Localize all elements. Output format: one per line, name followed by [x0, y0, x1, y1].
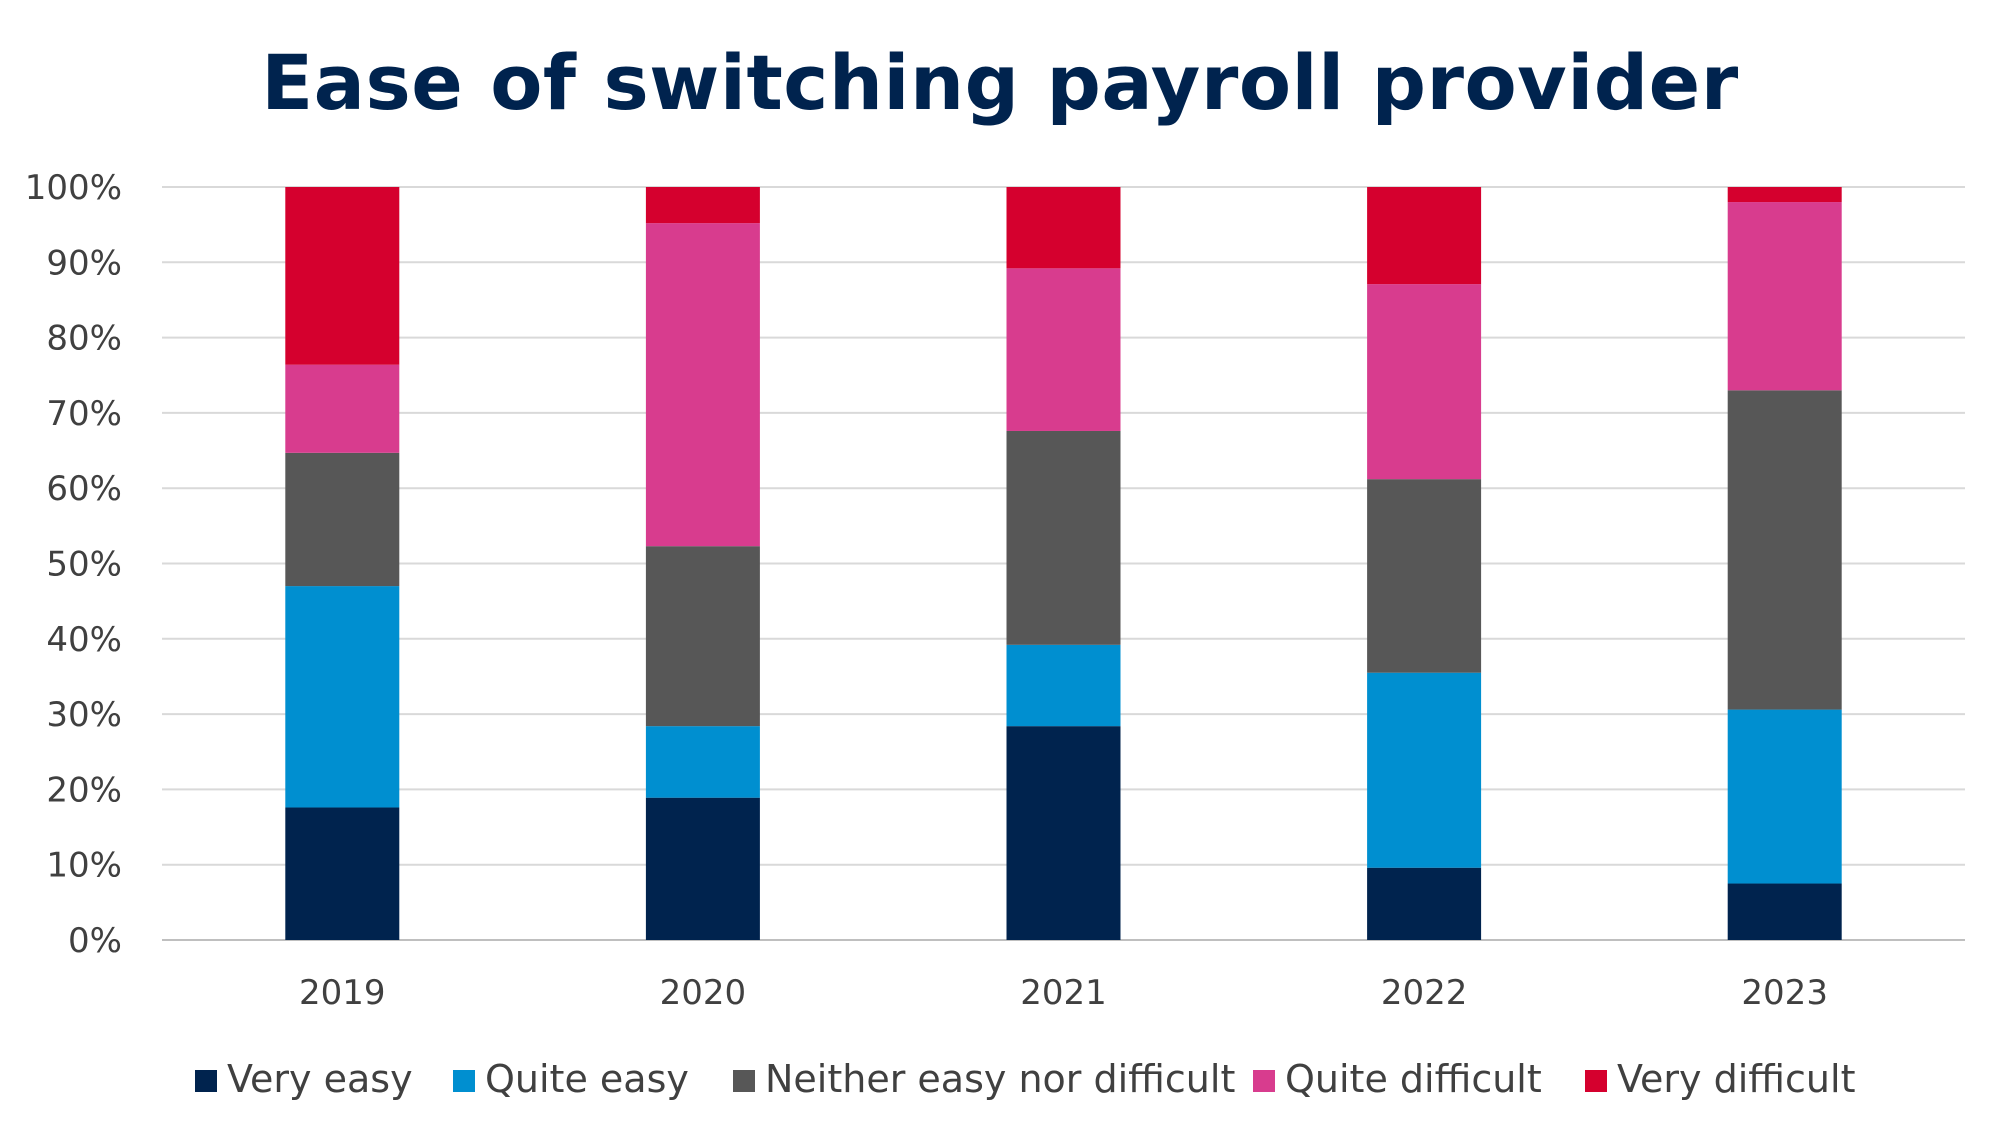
bar-stack-2020: [645, 187, 760, 940]
bar-segment-very-difficult-2023: [1727, 187, 1842, 203]
y-tick-label: 100%: [25, 168, 122, 208]
bar-segment-very-easy-2022: [1367, 867, 1482, 940]
y-tick-label: 20%: [46, 770, 122, 810]
legend-item-very-easy: Very easy: [195, 1057, 413, 1101]
legend-label: Neither easy nor difficult: [765, 1057, 1235, 1101]
y-tick-label: 40%: [46, 620, 122, 660]
bar-segment-neither-easy-nor-difficult-2022: [1367, 479, 1482, 673]
bar-segment-quite-easy-2023: [1727, 709, 1842, 884]
bar-stack-2022: [1367, 187, 1482, 940]
bar-segment-very-difficult-2022: [1367, 187, 1482, 285]
legend: Very easy Quite easy Neither easy nor diff…: [195, 1057, 1855, 1101]
legend-swatch: [195, 1070, 217, 1092]
x-tick-label: 2019: [299, 973, 386, 1013]
bar-segment-very-easy-2020: [645, 797, 760, 940]
y-tick-label: 10%: [46, 846, 122, 886]
bar-segment-neither-easy-nor-difficult-2019: [285, 452, 400, 587]
bar-segment-very-difficult-2021: [1006, 187, 1121, 269]
bar-segment-quite-difficult-2021: [1006, 268, 1121, 431]
bar-segment-neither-easy-nor-difficult-2023: [1727, 390, 1842, 710]
legend-item-quite-easy: Quite easy: [453, 1057, 689, 1101]
bar-stack-2021: [1006, 187, 1121, 940]
bar-segment-quite-easy-2021: [1006, 644, 1121, 727]
y-tick-label: 0%: [68, 921, 122, 961]
legend-item-very-difficult: Very difficult: [1585, 1057, 1855, 1101]
bar-segment-quite-easy-2019: [285, 586, 400, 808]
y-tick-label: 30%: [46, 695, 122, 735]
legend-swatch: [1253, 1070, 1275, 1092]
bar-segment-quite-easy-2020: [645, 726, 760, 798]
bar-segment-quite-difficult-2020: [645, 223, 760, 547]
bar-stack-2023: [1727, 187, 1842, 940]
x-tick-label: 2021: [1020, 973, 1107, 1013]
bar-segment-very-difficult-2020: [645, 187, 760, 224]
legend-item-quite-difficult: Quite difficult: [1253, 1057, 1542, 1101]
x-axis: 2019 2020 2021 2022 2023: [299, 973, 1828, 1013]
bar-segment-quite-easy-2022: [1367, 672, 1482, 868]
legend-swatch: [453, 1070, 475, 1092]
legend-swatch: [1585, 1070, 1607, 1092]
bar-segment-very-easy-2019: [285, 807, 400, 940]
bar-segment-quite-difficult-2022: [1367, 284, 1482, 480]
bar-segment-very-easy-2021: [1006, 726, 1121, 940]
bar-stack-2019: [285, 187, 400, 940]
x-tick-label: 2022: [1381, 973, 1468, 1013]
bar-segment-very-difficult-2019: [285, 187, 400, 365]
bar-segment-neither-easy-nor-difficult-2021: [1006, 430, 1121, 645]
y-tick-label: 50%: [46, 545, 122, 585]
bar-segment-quite-difficult-2019: [285, 364, 400, 453]
legend-label: Quite difficult: [1285, 1057, 1542, 1101]
legend-swatch: [733, 1070, 755, 1092]
bars: [285, 187, 1842, 940]
y-tick-label: 70%: [46, 394, 122, 434]
bar-segment-quite-difficult-2023: [1727, 202, 1842, 391]
chart-title: Ease of switching payroll provider: [261, 38, 1739, 127]
x-tick-label: 2023: [1741, 973, 1828, 1013]
y-tick-label: 60%: [46, 469, 122, 509]
legend-label: Very difficult: [1617, 1057, 1855, 1101]
bar-segment-very-easy-2023: [1727, 883, 1842, 940]
legend-label: Very easy: [227, 1057, 413, 1101]
bar-segment-neither-easy-nor-difficult-2020: [645, 546, 760, 727]
legend-item-neither-easy-nor-difficult: Neither easy nor difficult: [733, 1057, 1235, 1101]
y-tick-label: 80%: [46, 319, 122, 359]
x-tick-label: 2020: [660, 973, 747, 1013]
legend-label: Quite easy: [485, 1057, 689, 1101]
y-tick-label: 90%: [46, 243, 122, 283]
y-axis-ticks: 0% 10% 20% 30% 40% 50% 60% 70% 80% 90% 100%: [25, 168, 122, 961]
